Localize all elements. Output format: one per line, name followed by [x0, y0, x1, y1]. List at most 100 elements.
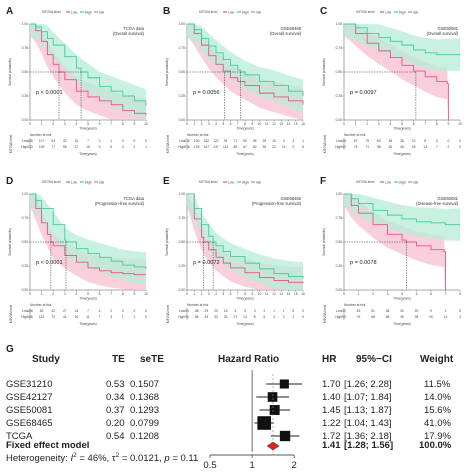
x-tick-label: 1: [193, 292, 195, 296]
panel-label-g: G: [6, 344, 14, 355]
risk-value: 38: [400, 139, 404, 143]
risk-value: 28: [262, 139, 266, 143]
x-tick-label: 5: [222, 292, 224, 296]
chart-title: TCGA data: [123, 26, 144, 31]
x-tick-label: 7: [237, 122, 239, 126]
risk-value: 48: [389, 139, 393, 143]
x-tick-label: 7: [445, 292, 447, 296]
x-tick-label: 6: [99, 122, 101, 126]
x-tick-label: 2: [201, 292, 203, 296]
study-sete: 0.1293: [130, 405, 159, 416]
y-tick-label: 0.50: [22, 70, 29, 74]
x-tick-label: 5: [416, 292, 418, 296]
risk-y-label: KIF20A level: [323, 134, 327, 153]
risk-value: 0: [459, 145, 461, 149]
x-tick-label: 0: [186, 292, 188, 296]
risk-value: 0: [133, 309, 135, 313]
chart-subtitle: (Overall survival): [427, 31, 459, 36]
risk-value: 32: [63, 139, 67, 143]
risk-value: 0: [302, 309, 304, 313]
forest-plot: G Study TE seTE Hazard Ratio HR 95%−CI W…: [6, 344, 454, 471]
study-weight: 14.0%: [424, 392, 451, 403]
risk-value: 43: [204, 315, 208, 319]
forest-x-tick-label: 1: [249, 460, 254, 471]
y-axis-label: Survival probability: [8, 228, 12, 256]
y-tick-label: 1.00: [179, 192, 186, 196]
risk-value: 122: [213, 139, 219, 143]
study-hr: 1.40: [322, 392, 341, 403]
hr-square: [269, 405, 280, 415]
study-te: 0.54: [106, 431, 125, 442]
risk-value: 38: [195, 309, 199, 313]
y-tick-label: 0.00: [22, 118, 29, 122]
legend-label-low: Low: [228, 11, 235, 15]
y-tick-label: 0.00: [336, 118, 343, 122]
risk-value: 26: [429, 315, 433, 319]
risk-value: 91: [224, 139, 228, 143]
study-name: GSE31210: [6, 379, 52, 390]
risk-value: 193: [194, 145, 200, 149]
x-axis-label: Time(years): [393, 127, 410, 131]
study-weight: 15.6%: [424, 405, 451, 416]
risk-value: 5: [263, 315, 265, 319]
study-sete: 0.0799: [130, 418, 159, 429]
risk-value: 13: [423, 145, 427, 149]
x-tick-label: 0: [186, 122, 188, 126]
risk-value: 9: [430, 309, 432, 313]
y-tick-label: 0.75: [22, 216, 29, 220]
risk-value: 2: [283, 315, 285, 319]
x-tick-label: 13: [279, 122, 283, 126]
risk-value: 218: [184, 139, 190, 143]
km-curve-high: [30, 193, 147, 269]
y-tick-label: 0.75: [179, 46, 186, 50]
pooled-weight: 100.0%: [419, 440, 452, 451]
risk-value: 90: [342, 309, 346, 313]
chart-title: GSE50081: [438, 26, 459, 31]
risk-value: 6: [302, 145, 304, 149]
risk-value: 101: [341, 139, 347, 143]
risk-row-label: Low: [336, 309, 343, 313]
risk-value: 3: [110, 315, 112, 319]
x-tick-label: 15: [294, 292, 298, 296]
y-tick-label: 0.25: [22, 94, 29, 98]
study-te: 0.20: [106, 418, 125, 429]
x-tick-label: 10: [458, 122, 462, 126]
legend-label-low: Low: [385, 11, 392, 15]
risk-value: 2: [263, 309, 265, 313]
x-axis-label: Time(years): [79, 297, 96, 301]
km-panel-a: A KIF20A level Low High risk TCGA data(Overal…: [6, 6, 148, 156]
legend-label-low: Low: [385, 181, 392, 185]
y-tick-label: 0.00: [179, 288, 186, 292]
risk-value: 50: [253, 145, 257, 149]
risk-value: 58: [195, 315, 199, 319]
panel-label-d: D: [6, 176, 13, 187]
y-tick-label: 0.50: [179, 70, 186, 74]
legend-label-high: High: [85, 11, 92, 15]
risk-value: 27: [63, 309, 67, 313]
x-tick-label: 2: [366, 122, 368, 126]
risk-value: 9: [292, 145, 294, 149]
km-curve-high: [30, 23, 147, 106]
km-panel-d: D KIF20A level Low High risk TCGA data(Progre…: [6, 176, 148, 326]
pooled-row: Fixed effect model 1.41 [1.28; 1.56] 100…: [6, 440, 452, 451]
x-tick-label: 8: [122, 122, 124, 126]
ci-band-high: [344, 24, 460, 72]
risk-x-label: Time(years): [236, 322, 253, 326]
risk-value: 58: [377, 145, 381, 149]
x-tick-label: 9: [251, 122, 253, 126]
x-tick-label: 1: [41, 292, 43, 296]
study-hr: 1.45: [322, 405, 341, 416]
x-tick-label: 9: [447, 122, 449, 126]
study-ci: [1.36; 2.18]: [344, 431, 392, 442]
km-panel-e: E KIF20A level Low High risk GSE68465(Progres…: [163, 176, 305, 326]
risk-value: 76: [354, 145, 358, 149]
y-axis-label: Survival probability: [322, 228, 326, 256]
chart-title: GSE50081: [438, 196, 459, 201]
risk-value: 85: [233, 145, 237, 149]
km-curve-low: [187, 193, 304, 284]
risk-value: 0: [122, 309, 124, 313]
y-tick-label: 1.00: [22, 192, 29, 196]
chart-title: GSE68465: [281, 196, 302, 201]
km-curve-high: [344, 23, 460, 56]
